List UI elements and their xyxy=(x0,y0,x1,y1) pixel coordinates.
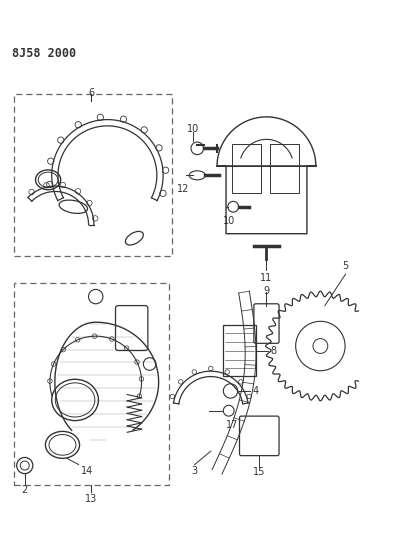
Text: 10: 10 xyxy=(222,216,235,226)
Text: 14: 14 xyxy=(80,466,93,477)
Text: 12: 12 xyxy=(177,184,189,195)
Text: 11: 11 xyxy=(260,273,273,283)
Text: 10: 10 xyxy=(187,124,199,134)
Text: 8J58 2000: 8J58 2000 xyxy=(12,47,76,60)
Text: 6: 6 xyxy=(88,88,94,98)
Text: 13: 13 xyxy=(85,494,98,504)
Text: 8: 8 xyxy=(270,345,276,356)
Text: 7: 7 xyxy=(397,341,398,351)
Text: 3: 3 xyxy=(191,466,198,477)
Text: 2: 2 xyxy=(21,486,28,495)
Text: 9: 9 xyxy=(263,286,269,296)
Text: 4: 4 xyxy=(252,386,258,396)
Text: 17: 17 xyxy=(226,419,238,430)
Text: 15: 15 xyxy=(253,467,265,478)
Text: 5: 5 xyxy=(342,262,349,271)
